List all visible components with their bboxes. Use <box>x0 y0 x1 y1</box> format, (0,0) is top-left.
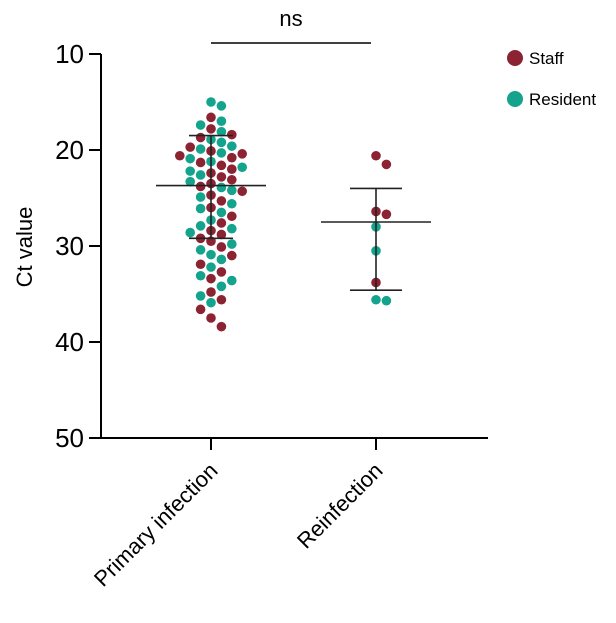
data-point-staff-primary-29 <box>195 259 206 270</box>
data-point-staff-primary-31 <box>206 273 216 284</box>
data-point-staff-primary-10 <box>216 160 227 171</box>
legend-label-staff: Staff <box>529 49 564 68</box>
data-point-staff-reinfection-38 <box>381 159 392 170</box>
data-point-staff-primary-8 <box>227 152 237 163</box>
x-category-label-primary: Primary infection <box>89 458 223 592</box>
data-point-resident-primary-30 <box>206 262 216 272</box>
data-point-resident-primary-3 <box>195 120 206 130</box>
data-point-staff-primary-30 <box>216 267 227 277</box>
data-point-resident-primary-16 <box>216 182 227 193</box>
data-point-staff-primary-32 <box>206 287 216 297</box>
data-point-staff-primary-9 <box>195 157 206 168</box>
data-point-resident-primary-8 <box>195 144 206 154</box>
data-point-staff-primary-28 <box>227 250 237 261</box>
data-point-resident-primary-31 <box>195 270 206 281</box>
significance-label: ns <box>279 6 302 31</box>
data-point-resident-primary-23 <box>195 221 206 231</box>
data-point-staff-primary-13 <box>216 172 227 182</box>
data-point-resident-primary-33 <box>216 281 227 292</box>
y-tick-label-20: 20 <box>55 135 84 165</box>
data-point-resident-primary-10 <box>185 153 195 164</box>
data-point-staff-primary-6 <box>237 149 247 159</box>
data-point-resident-primary-28 <box>206 249 216 260</box>
legend: Staff Resident <box>507 49 596 109</box>
data-point-staff-primary-17 <box>237 186 247 197</box>
data-point-resident-primary-12 <box>237 162 247 173</box>
data-point-resident-primary-35 <box>206 297 216 308</box>
data-point-resident-primary-19 <box>227 198 237 209</box>
data-point-staff-primary-3 <box>195 132 206 143</box>
data-point-resident-primary-1 <box>216 101 227 111</box>
data-point-staff-primary-14 <box>227 174 237 185</box>
x-category-label-reinfection: Reinfection <box>292 458 388 554</box>
data-point-resident-primary-6 <box>216 137 227 148</box>
data-point-staff-primary-24 <box>216 229 227 240</box>
data-point-staff-reinfection-37 <box>371 150 381 161</box>
data-point-staff-primary-1 <box>206 124 216 134</box>
data-point-resident-primary-18 <box>195 192 206 202</box>
data-point-resident-primary-29 <box>216 254 227 265</box>
data-point-staff-primary-16 <box>195 181 206 192</box>
data-point-resident-primary-2 <box>216 116 227 126</box>
data-point-resident-primary-34 <box>195 291 206 301</box>
data-point-staff-primary-7 <box>175 150 185 161</box>
data-point-resident-reinfection-38 <box>371 294 381 305</box>
legend-label-resident: Resident <box>529 90 596 109</box>
data-point-staff-primary-36 <box>216 321 227 332</box>
data-point-staff-primary-11 <box>227 164 237 174</box>
data-point-resident-primary-14 <box>195 170 206 180</box>
data-point-staff-primary-34 <box>195 304 206 315</box>
data-point-resident-primary-17 <box>227 185 237 196</box>
data-point-resident-primary-9 <box>216 148 227 158</box>
data-point-staff-primary-2 <box>227 129 237 140</box>
data-point-staff-reinfection-40 <box>381 209 392 220</box>
y-tick-label-30: 30 <box>55 231 84 261</box>
y-axis-title: Ct value <box>12 207 37 288</box>
data-point-staff-primary-27 <box>216 242 227 252</box>
legend-marker-staff <box>507 50 523 66</box>
data-point-staff-primary-22 <box>216 218 227 228</box>
data-point-resident-primary-25 <box>185 227 195 238</box>
y-tick-label-40: 40 <box>55 327 84 357</box>
data-point-resident-primary-20 <box>195 203 206 214</box>
data-point-resident-primary-27 <box>195 245 206 255</box>
data-point-resident-primary-7 <box>227 141 237 151</box>
data-point-resident-primary-24 <box>227 223 237 234</box>
data-point-resident-primary-0 <box>206 97 216 107</box>
data-point-resident-primary-4 <box>216 126 227 137</box>
data-point-staff-primary-33 <box>216 294 227 305</box>
y-tick-label-10: 10 <box>55 39 84 69</box>
data-point-resident-primary-13 <box>185 166 195 176</box>
data-point-staff-primary-21 <box>227 211 237 222</box>
y-tick-label-50: 50 <box>55 423 84 453</box>
data-point-staff-primary-0 <box>206 112 216 123</box>
data-point-resident-primary-26 <box>227 239 237 249</box>
data-point-resident-reinfection-39 <box>381 295 392 306</box>
data-point-staff-primary-4 <box>185 142 195 152</box>
data-point-staff-primary-35 <box>206 313 216 323</box>
data-point-staff-primary-19 <box>216 196 227 206</box>
data-point-resident-primary-15 <box>185 176 195 187</box>
data-point-resident-primary-21 <box>216 207 227 218</box>
data-point-resident-primary-32 <box>227 275 237 286</box>
legend-marker-resident <box>507 91 523 107</box>
